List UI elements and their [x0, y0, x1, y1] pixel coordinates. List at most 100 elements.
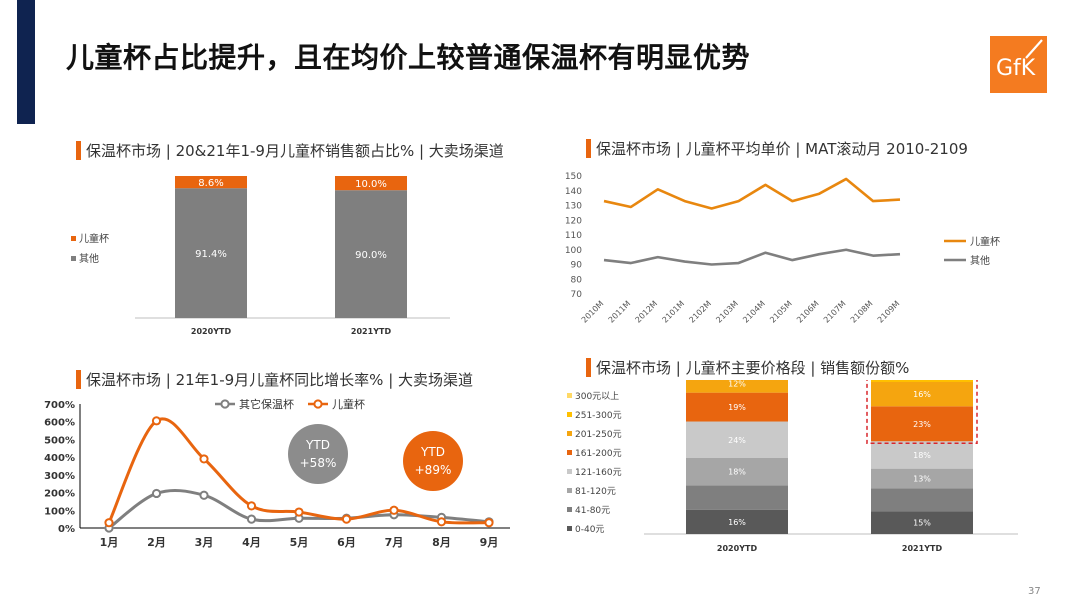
- pricebands-bar-0-40元-2021YTD: [871, 511, 973, 534]
- growth-x-tick-label: 6月: [337, 536, 356, 549]
- share-data-label: 90.0%: [355, 250, 387, 261]
- growth-ytd-callout-circle: [403, 431, 463, 491]
- avgprice-line-儿童杯: [603, 177, 901, 210]
- pricebands-bar-201-250元-2021YTD: [871, 382, 973, 407]
- pricebands-legend-marker: [567, 507, 572, 512]
- pricebands-bar-81-120元-2020YTD: [686, 458, 788, 486]
- share-bar-儿童杯-2020YTD: [175, 176, 247, 189]
- pricebands-legend-label: 81-120元: [575, 487, 616, 497]
- pricebands-data-label: 12%: [728, 380, 746, 389]
- growth-x-tick-label: 7月: [385, 536, 404, 549]
- pricebands-chart: 16%18%24%19%12%8%2%2020YTD15%13%18%23%16…: [567, 380, 1018, 553]
- avgprice-y-tick-label: 130: [565, 202, 582, 212]
- avgprice-x-tick-label: 2103M: [714, 299, 740, 325]
- growth-point-儿童杯: [436, 517, 447, 527]
- growth-y-tick-label: 0%: [58, 524, 75, 535]
- growth-ytd-callout-label: YTD: [305, 438, 330, 452]
- pricebands-legend-label: 161-200元: [575, 449, 622, 459]
- avgprice-y-tick-label: 100: [565, 246, 582, 256]
- pricebands-data-label: 19%: [728, 403, 746, 412]
- pricebands-x-tick-label: 2021YTD: [902, 544, 943, 553]
- growth-point-其它保温杯: [151, 488, 162, 499]
- gfk-logo: GfK: [990, 36, 1047, 93]
- growth-point-儿童杯: [246, 501, 257, 511]
- growth-point-儿童杯: [484, 518, 494, 528]
- pricebands-bar-201-250元-2020YTD: [686, 380, 788, 393]
- pricebands-bar-251-300元-2021YTD: [871, 380, 973, 382]
- pricebands-x-tick-label: 2020YTD: [717, 544, 758, 553]
- growth-y-tick-label: 300%: [44, 471, 75, 482]
- growth-chart-title: 保温杯市场 | 21年1-9月儿童杯同比增长率% | 大卖场渠道: [76, 369, 473, 390]
- avgprice-x-tick-label: 2106M: [795, 299, 821, 325]
- pricebands-legend-label: 121-160元: [575, 468, 622, 478]
- pricebands-legend-label: 0-40元: [575, 525, 604, 535]
- pricebands-bar-81-120元-2021YTD: [871, 468, 973, 489]
- growth-legend-label: 儿童杯: [332, 397, 365, 411]
- gfk-logo-text: GfK: [996, 56, 1036, 81]
- share-data-label: 8.6%: [198, 178, 223, 189]
- avgprice-x-tick-label: 2101M: [660, 299, 686, 325]
- pricebands-bar-121-160元-2020YTD: [686, 421, 788, 458]
- growth-point-其它保温杯: [246, 514, 257, 524]
- avgprice-chart-title: 保温杯市场 | 儿童杯平均单价 | MAT滚动月 2010-2109: [586, 138, 968, 159]
- growth-legend-label: 其它保温杯: [239, 397, 294, 411]
- share-x-tick-label: 2020YTD: [191, 327, 232, 336]
- growth-legend-marker-dot: [313, 399, 323, 409]
- avgprice-y-tick-label: 70: [571, 290, 583, 300]
- growth-x-tick-label: 1月: [100, 536, 119, 549]
- growth-legend-marker-dot: [220, 399, 230, 409]
- pricebands-legend-label: 300元以上: [575, 391, 619, 402]
- growth-y-tick-label: 600%: [44, 418, 75, 429]
- growth-y-tick-label: 200%: [44, 489, 75, 500]
- growth-y-tick-label: 700%: [44, 400, 75, 411]
- pricebands-legend-marker: [567, 431, 572, 436]
- growth-point-儿童杯: [341, 514, 352, 524]
- share-bar-其他-2020YTD: [175, 188, 247, 318]
- pricebands-legend-marker: [567, 469, 572, 474]
- share-bar-其他-2021YTD: [335, 190, 407, 318]
- growth-ytd-callout-circle: [288, 424, 348, 484]
- share-legend-label: 其他: [79, 252, 99, 265]
- growth-x-tick-label: 4月: [242, 536, 261, 549]
- avgprice-legend-label: 儿童杯: [970, 235, 1000, 248]
- share-legend-marker: [71, 256, 76, 261]
- avgprice-y-tick-label: 90: [571, 261, 583, 271]
- avgprice-x-tick-label: 2102M: [687, 299, 713, 325]
- pricebands-bar-161-200元-2020YTD: [686, 392, 788, 422]
- share-chart-title: 保温杯市场 | 20&21年1-9月儿童杯销售额占比% | 大卖场渠道: [76, 140, 504, 161]
- pricebands-highlight-box: [866, 380, 978, 445]
- growth-point-儿童杯: [294, 507, 304, 517]
- avgprice-x-tick-label: 2107M: [822, 299, 848, 325]
- pricebands-bar-121-160元-2021YTD: [871, 441, 973, 469]
- avgprice-x-tick-label: 2109M: [876, 299, 902, 325]
- pricebands-data-label: 15%: [913, 519, 931, 528]
- pricebands-bar-0-40元-2020YTD: [686, 509, 788, 534]
- avgprice-x-tick-label: 2010M: [580, 299, 606, 325]
- avgprice-y-tick-label: 110: [565, 231, 582, 241]
- pricebands-legend-marker: [567, 450, 572, 455]
- growth-point-儿童杯: [199, 454, 209, 464]
- growth-ytd-callout-value: +58%: [300, 456, 337, 470]
- growth-point-其它保温杯: [199, 490, 209, 500]
- avgprice-x-tick-label: 2104M: [741, 299, 767, 325]
- avgprice-x-tick-label: 2105M: [768, 299, 794, 325]
- pricebands-chart-title: 保温杯市场 | 儿童杯主要价格段 | 销售额份额%: [586, 357, 909, 378]
- pricebands-data-label: 23%: [913, 420, 931, 429]
- avgprice-y-tick-label: 140: [565, 187, 582, 197]
- growth-point-儿童杯: [389, 505, 399, 515]
- growth-x-tick-label: 8月: [432, 536, 451, 549]
- pricebands-legend-label: 201-250元: [575, 430, 622, 440]
- growth-y-tick-label: 100%: [44, 506, 75, 517]
- share-legend-label: 儿童杯: [79, 232, 109, 245]
- avgprice-line-其他: [603, 248, 901, 266]
- pricebands-bar-161-200元-2021YTD: [871, 406, 973, 442]
- growth-y-tick-label: 500%: [44, 435, 75, 446]
- pricebands-legend-label: 41-80元: [575, 506, 610, 516]
- growth-y-tick-label: 400%: [44, 453, 75, 464]
- growth-x-tick-label: 9月: [480, 536, 499, 549]
- gfk-logo-graphic: GfK: [996, 39, 1043, 81]
- share-data-label: 10.0%: [355, 179, 387, 190]
- avgprice-y-tick-label: 120: [565, 216, 582, 226]
